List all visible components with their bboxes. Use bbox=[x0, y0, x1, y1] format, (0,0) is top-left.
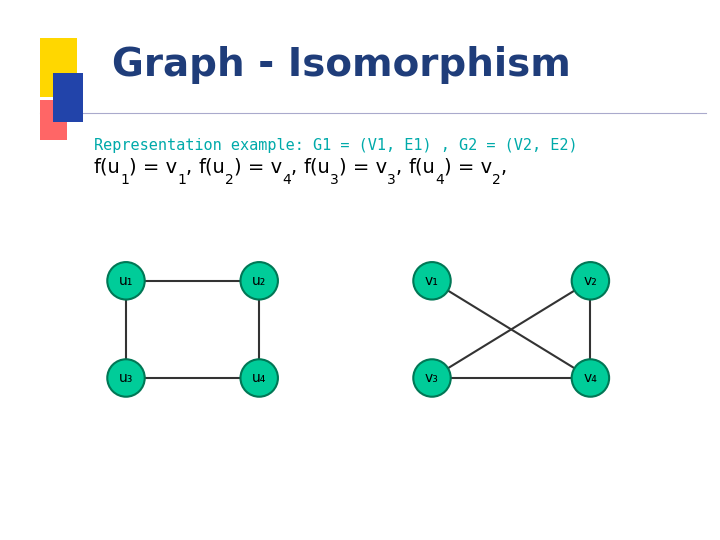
Text: ,: , bbox=[396, 158, 408, 177]
Text: Graph - Isomorphism: Graph - Isomorphism bbox=[112, 46, 570, 84]
Text: v₁: v₁ bbox=[425, 274, 439, 288]
Ellipse shape bbox=[240, 262, 278, 300]
Text: u₄: u₄ bbox=[252, 371, 266, 385]
Text: ) = v: ) = v bbox=[129, 158, 177, 177]
Text: u₁: u₁ bbox=[119, 274, 133, 288]
Text: 2: 2 bbox=[492, 173, 500, 187]
Ellipse shape bbox=[413, 262, 451, 300]
Text: ) = v: ) = v bbox=[444, 158, 492, 177]
Text: Representation example: G1 = (V1, E1) , G2 = (V2, E2): Representation example: G1 = (V1, E1) , … bbox=[94, 138, 577, 153]
Text: ,: , bbox=[291, 158, 303, 177]
Text: 4: 4 bbox=[435, 173, 444, 187]
Ellipse shape bbox=[107, 262, 145, 300]
Text: 4: 4 bbox=[282, 173, 291, 187]
FancyBboxPatch shape bbox=[40, 100, 67, 140]
Text: f(u: f(u bbox=[408, 158, 435, 177]
Text: v₄: v₄ bbox=[583, 371, 598, 385]
Text: f(u: f(u bbox=[303, 158, 330, 177]
Ellipse shape bbox=[572, 359, 609, 397]
Ellipse shape bbox=[572, 262, 609, 300]
Ellipse shape bbox=[107, 359, 145, 397]
Text: u₃: u₃ bbox=[119, 371, 133, 385]
Text: 2: 2 bbox=[225, 173, 234, 187]
Text: f(u: f(u bbox=[94, 158, 120, 177]
Text: v₃: v₃ bbox=[425, 371, 439, 385]
Text: f(u: f(u bbox=[199, 158, 225, 177]
Ellipse shape bbox=[240, 359, 278, 397]
Text: ) = v: ) = v bbox=[234, 158, 282, 177]
Text: v₂: v₂ bbox=[583, 274, 598, 288]
Text: 3: 3 bbox=[330, 173, 339, 187]
FancyBboxPatch shape bbox=[53, 73, 83, 122]
Text: 1: 1 bbox=[177, 173, 186, 187]
Text: ,: , bbox=[186, 158, 199, 177]
FancyBboxPatch shape bbox=[40, 38, 77, 97]
Text: 3: 3 bbox=[387, 173, 396, 187]
Ellipse shape bbox=[413, 359, 451, 397]
Text: ,: , bbox=[500, 158, 507, 177]
Text: u₂: u₂ bbox=[252, 274, 266, 288]
Text: 1: 1 bbox=[120, 173, 129, 187]
Text: ) = v: ) = v bbox=[339, 158, 387, 177]
